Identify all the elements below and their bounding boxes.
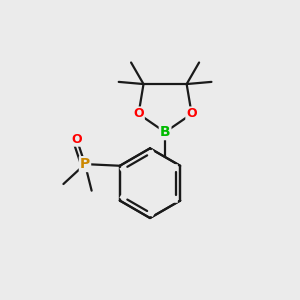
Text: O: O <box>186 107 197 120</box>
Text: O: O <box>71 133 82 146</box>
Text: O: O <box>133 107 144 120</box>
Text: P: P <box>80 157 90 171</box>
Text: B: B <box>160 125 170 139</box>
